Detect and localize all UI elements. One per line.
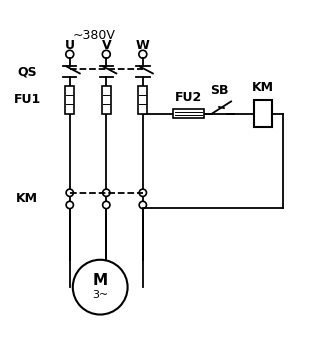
Text: SB: SB (210, 84, 229, 97)
Bar (254, 100, 272, 127)
Bar (65, 86, 74, 114)
Text: KM: KM (16, 192, 38, 205)
Text: W: W (136, 39, 150, 52)
Bar (138, 86, 147, 114)
Text: KM: KM (252, 81, 274, 95)
Bar (173, 109, 204, 118)
Text: FU1: FU1 (14, 94, 41, 106)
Text: V: V (101, 39, 111, 52)
Text: U: U (65, 39, 75, 52)
Text: M: M (93, 273, 108, 288)
Text: 3~: 3~ (92, 290, 108, 300)
Text: FU2: FU2 (175, 90, 202, 104)
Text: QS: QS (17, 65, 37, 78)
Bar (102, 86, 111, 114)
Text: ~380V: ~380V (73, 29, 116, 43)
